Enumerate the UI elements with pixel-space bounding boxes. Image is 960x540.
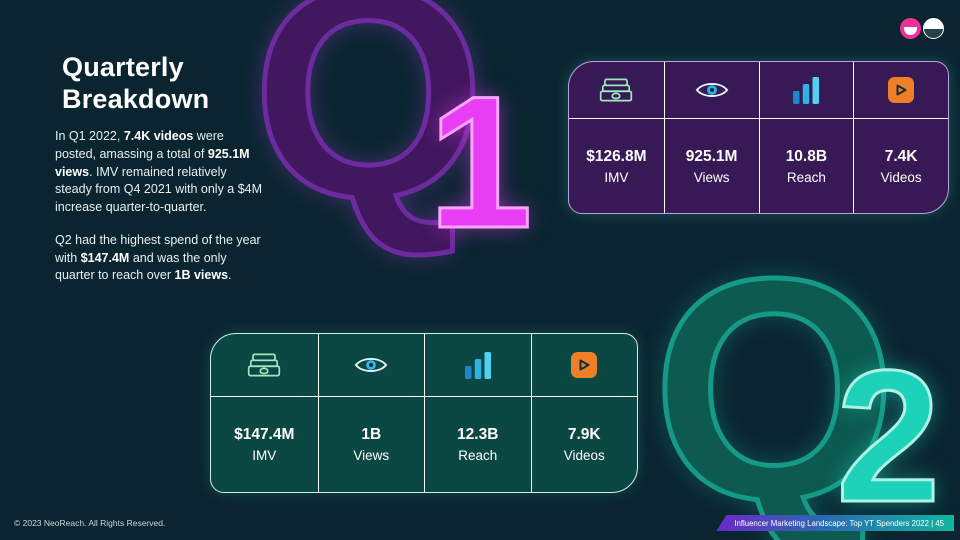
q2-stat-views: 1B Views [317,397,425,492]
body-paragraph-2: Q2 had the highest spend of the year wit… [55,232,263,285]
page-title: Quarterly Breakdown [62,52,209,116]
q1-stat-reach: 10.8B Reach [758,119,854,213]
stat-value: 12.3B [457,426,499,443]
q1-big-digit: 1 [427,57,535,267]
stat-value: $147.4M [234,426,295,443]
q1-imv-icon-cell [569,62,664,119]
q2-reach-icon-cell [424,334,531,397]
video-icon [884,76,918,104]
text-segment: were posted, amassing a total of [55,129,224,161]
stat-value: 7.4K [884,147,918,165]
eye-icon [354,351,388,379]
video-icon [567,351,601,379]
bar-chart-icon [461,351,495,379]
q1-big-letter: Q [249,0,487,260]
q2-stat-videos: 7.9K Videos [530,397,638,492]
q2-big-digit: 2 [835,331,943,540]
stat-value: $126.8M [586,147,647,165]
text-segment: In Q1 2022, [55,129,124,143]
text-segment: . IMV remained relatively steady from Q4… [55,164,263,215]
text-segment: and was the only quarter to reach over [55,250,227,283]
q1-views-icon-cell [663,62,759,119]
q1-reach-icon-cell [758,62,854,119]
text-segment-bold: $147.4M [80,250,130,265]
stat-label: Videos [563,448,605,463]
text-segment: . [228,268,232,283]
page-title-line2: Breakdown [62,83,210,114]
body-copy: In Q1 2022, 7.4K videos were posted, ama… [55,128,263,300]
text-segment: Q2 had the highest spend of the year wit… [55,232,261,265]
stat-label: Views [693,169,730,185]
q2-stat-table: $147.4M IMV 1B Views 12.3B Reach 7.9K Vi… [210,333,638,493]
body-paragraph-1: In Q1 2022, 7.4K videos were posted, ama… [55,128,263,217]
q2-stat-imv: $147.4M IMV [211,397,318,492]
stat-value: 7.9K [567,426,601,443]
stat-label: IMV [252,448,277,463]
q1-stat-views: 925.1M Views [663,119,759,213]
page-title-line1: Quarterly [62,52,184,82]
bar-chart-icon [789,76,823,104]
text-segment-bold: 1B views [174,268,229,283]
text-segment-bold: 7.4K videos [123,129,194,143]
money-icon [599,76,633,104]
stat-label: Reach [786,169,826,185]
q2-big-letter: Q [649,213,899,540]
stat-value: 1B [361,426,382,443]
money-icon [247,351,281,379]
q2-videos-icon-cell [530,334,637,397]
stat-label: IMV [604,169,629,185]
source-tag: Influencer Marketing Landscape: Top YT S… [716,515,954,531]
q1-videos-icon-cell [853,62,948,119]
stat-label: Videos [880,169,922,185]
q2-imv-icon-cell [211,334,318,397]
q1-stat-videos: 7.4K Videos [853,119,948,213]
stat-label: Reach [458,448,498,463]
logo-circle-left-icon [900,18,921,39]
q2-views-icon-cell [317,334,424,397]
stat-value: 925.1M [685,147,738,165]
copyright-text: © 2023 NeoReach. All Rights Reserved. [14,518,166,528]
q1-stat-imv: $126.8M IMV [569,119,664,213]
eye-icon [695,76,729,104]
stat-value: 10.8B [785,147,828,165]
stat-label: Views [353,448,390,463]
neoreach-logo [900,18,944,39]
logo-circle-right-icon [923,18,944,39]
q2-stat-reach: 12.3B Reach [424,397,531,492]
q1-stat-table: $126.8M IMV 925.1M Views 10.8B Reach 7.4… [568,61,949,214]
text-segment-bold: 925.1M views [55,146,250,179]
